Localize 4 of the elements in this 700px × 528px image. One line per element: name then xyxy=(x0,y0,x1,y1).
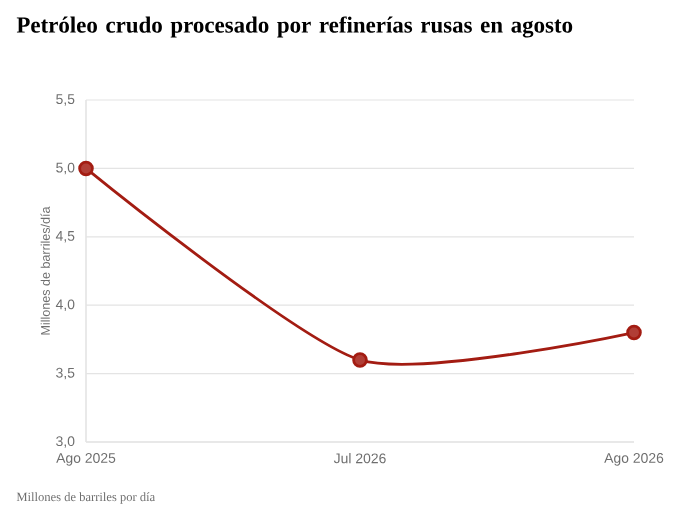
point xyxy=(78,160,94,177)
point xyxy=(626,324,642,341)
chart-title: Petróleo crudo procesado por refinerías rusas en agosto xyxy=(16,16,573,38)
point xyxy=(352,352,368,368)
